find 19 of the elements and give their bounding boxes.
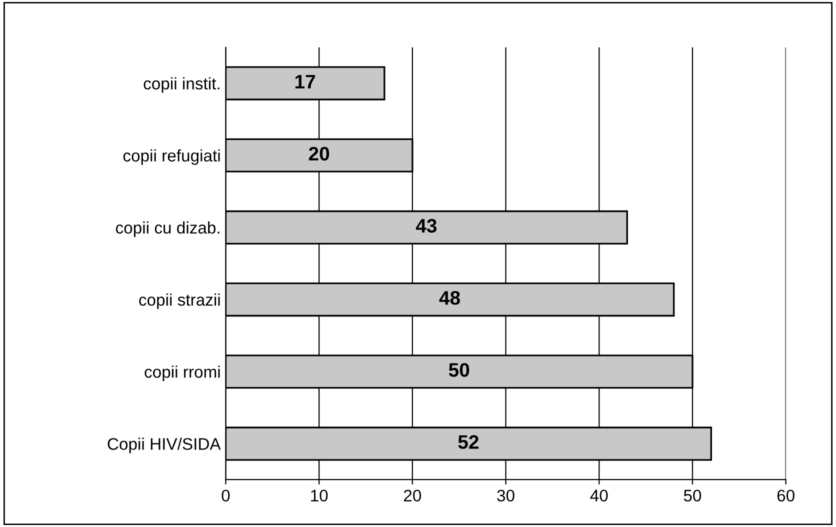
x-tick-label: 40 <box>590 490 608 502</box>
x-tick-label: 50 <box>684 490 702 502</box>
y-tick-label: copii rromi <box>144 366 220 382</box>
x-tick-label: 60 <box>777 490 794 502</box>
y-tick-label: copii cu dizab. <box>116 221 220 237</box>
y-tick-label: copii instit. <box>144 77 220 93</box>
x-tick-label: 20 <box>404 490 422 502</box>
data-label: 43 <box>416 218 437 233</box>
x-tick-label: 10 <box>311 490 328 502</box>
x-tick-label: 0 <box>222 490 230 502</box>
x-tick-label: 30 <box>497 490 514 502</box>
y-tick-label: copii strazii <box>139 294 220 310</box>
data-label: 50 <box>448 363 470 377</box>
y-tick-label: copii refugiati <box>123 149 220 165</box>
data-label: 48 <box>439 290 460 305</box>
data-label: 52 <box>458 435 478 449</box>
data-label: 17 <box>295 74 316 88</box>
data-label: 20 <box>308 146 330 161</box>
y-tick-label: Copii HIV/SIDA <box>108 438 221 454</box>
